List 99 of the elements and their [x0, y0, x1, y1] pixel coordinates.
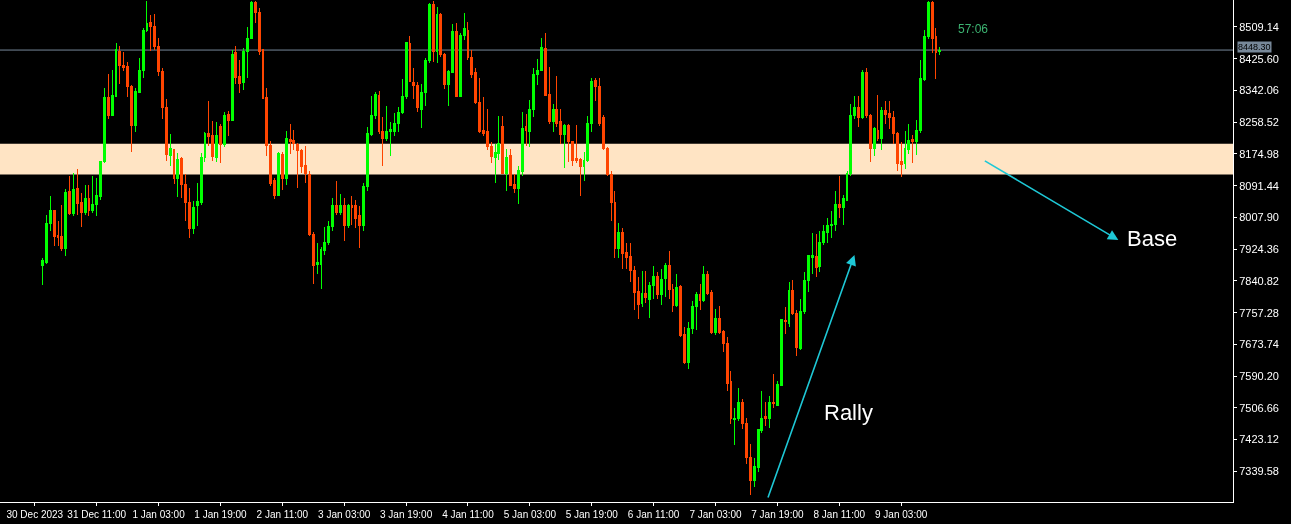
candlestick — [222, 111, 226, 148]
candlestick — [640, 270, 644, 308]
candlestick — [884, 100, 888, 125]
candlestick — [68, 175, 72, 216]
candlestick — [454, 22, 458, 98]
candlestick — [663, 262, 667, 298]
candlestick — [72, 172, 75, 217]
candlestick — [714, 308, 717, 336]
annotation: Rally — [824, 400, 873, 425]
candlestick — [106, 73, 110, 120]
candlestick — [219, 123, 222, 164]
x-tick-label: 7 Jan 19:00 — [751, 509, 804, 520]
candlestick — [567, 123, 570, 163]
y-tick-label: 8174.98 — [1239, 147, 1279, 160]
candlestick — [83, 184, 87, 216]
y-tick-label: 7924.36 — [1239, 243, 1279, 255]
candlestick — [168, 133, 172, 167]
y-tick-label: 8342.06 — [1239, 84, 1279, 97]
candlestick — [768, 395, 772, 429]
x-tick-label: 31 Dec 11:00 — [67, 509, 127, 520]
x-tick-label: 5 Jan 19:00 — [565, 509, 619, 520]
ref-line-label: 8448.30 — [1238, 42, 1271, 52]
candlestick — [304, 145, 307, 184]
candlestick — [176, 152, 180, 198]
x-tick-label: 30 Dec 2023 — [6, 509, 64, 520]
x-tick-label: 1 Jan 03:00 — [132, 509, 186, 520]
y-tick-label: 8258.52 — [1239, 116, 1279, 129]
candlestick — [60, 204, 64, 252]
candlestick — [659, 268, 663, 306]
y-tick-label: 8509.14 — [1239, 20, 1279, 33]
x-tick-label: 9 Jan 03:00 — [875, 509, 928, 520]
candlestick — [335, 180, 338, 216]
x-tick-label: 4 Jan 11:00 — [442, 509, 495, 520]
candlestick — [938, 46, 942, 56]
candlestick — [857, 95, 861, 128]
candlestick — [644, 270, 648, 304]
candlestick — [342, 197, 346, 242]
candlestick — [215, 121, 219, 163]
candlestick — [277, 151, 280, 197]
x-tick-label: 2 Jan 11:00 — [256, 509, 309, 520]
candlestick — [87, 184, 91, 217]
candlestick — [702, 265, 706, 303]
candlestick — [52, 209, 56, 247]
y-tick-label: 8007.90 — [1239, 211, 1279, 224]
candlestick — [505, 148, 509, 192]
candlestick — [284, 130, 288, 186]
candlestick — [435, 6, 439, 64]
candlestick — [230, 49, 234, 122]
candlestick — [563, 123, 567, 169]
candlestick — [149, 14, 153, 52]
candlestick — [656, 271, 659, 300]
annotation: 57:06 — [958, 22, 989, 36]
candlestick — [346, 203, 350, 229]
x-tick-label: 8 Jan 11:00 — [813, 509, 866, 520]
candlestick — [783, 306, 787, 335]
candlestick — [880, 106, 884, 151]
x-tick-label: 7 Jan 03:00 — [689, 509, 743, 520]
x-tick-label: 3 Jan 03:00 — [318, 509, 371, 520]
candlestick — [876, 94, 880, 142]
candlestick — [91, 175, 95, 214]
candlestick — [764, 401, 768, 427]
candlestick — [501, 115, 505, 175]
candlestick — [288, 123, 292, 155]
y-tick-label: 8425.60 — [1239, 52, 1279, 65]
candlestick — [911, 134, 915, 164]
candlestick — [280, 151, 284, 191]
y-tick-label: 8091.44 — [1239, 179, 1279, 192]
candlestick — [64, 188, 68, 257]
x-tick-label: 3 Jan 19:00 — [379, 509, 433, 520]
x-tick-label: 1 Jan 19:00 — [194, 509, 248, 520]
y-tick-label: 7506.66 — [1239, 401, 1279, 414]
y-tick-label: 7590.20 — [1239, 369, 1279, 382]
y-tick-label: 7673.74 — [1239, 338, 1279, 351]
candlestick — [814, 233, 818, 278]
candlestick — [551, 103, 555, 133]
candlestick — [118, 45, 122, 85]
candlestick — [787, 281, 791, 328]
candlestick — [872, 126, 876, 157]
candlestick — [621, 227, 625, 270]
candlestick — [617, 222, 621, 259]
candlestick — [226, 110, 230, 137]
x-tick-label: 5 Jan 03:00 — [503, 509, 557, 520]
candlestick — [861, 69, 864, 120]
candlestick — [172, 148, 176, 185]
candlestick — [350, 195, 354, 226]
candlestick — [772, 373, 775, 409]
candlestick — [524, 113, 528, 147]
y-tick-label: 7840.82 — [1239, 274, 1279, 287]
candlestick — [694, 291, 698, 331]
annotation: Base — [1127, 226, 1178, 251]
candlestick — [698, 283, 702, 311]
candlestick — [837, 175, 841, 219]
candlestick — [431, 0, 435, 63]
y-tick-label: 7339.58 — [1239, 465, 1279, 478]
y-tick-label: 7757.28 — [1239, 306, 1279, 319]
y-tick-label: 7423.12 — [1239, 433, 1279, 446]
candlestick — [338, 193, 342, 216]
x-tick-label: 6 Jan 11:00 — [627, 509, 680, 520]
candlestick — [675, 273, 679, 308]
